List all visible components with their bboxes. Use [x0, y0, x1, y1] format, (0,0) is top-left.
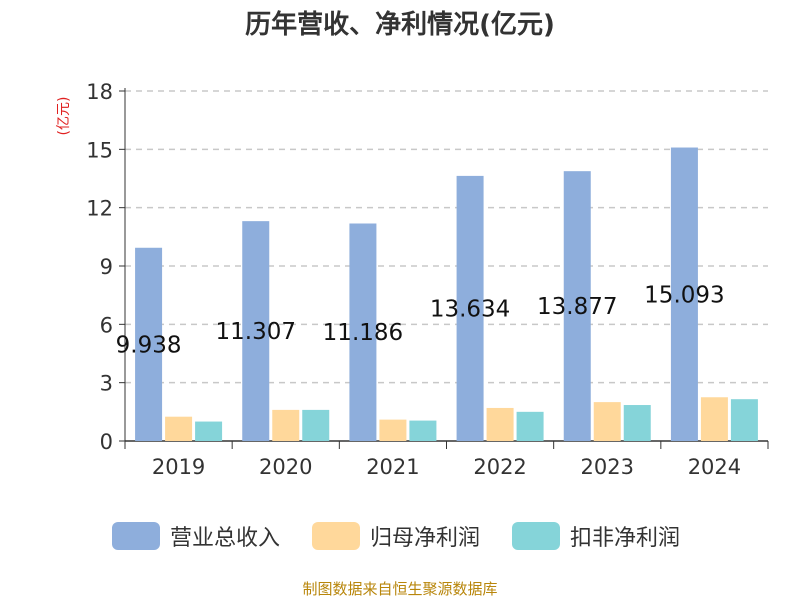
bar — [242, 221, 270, 441]
y-tick-label: 0 — [100, 430, 113, 454]
x-tick-label: 2024 — [688, 455, 741, 479]
legend-swatch-deducted-profit — [512, 522, 560, 550]
bar — [623, 405, 651, 441]
bar — [195, 421, 223, 441]
bar — [516, 411, 544, 441]
bar — [486, 407, 514, 441]
x-tick-label: 2023 — [581, 455, 634, 479]
legend-item-net-profit[interactable]: 归母净利润 — [312, 516, 480, 556]
legend: 营业总收入 归母净利润 扣非净利润 — [0, 516, 800, 556]
y-tick-label: 9 — [100, 255, 113, 279]
y-tick-label: 18 — [86, 80, 113, 104]
legend-swatch-revenue — [112, 522, 160, 550]
data-label: 13.877 — [537, 294, 617, 320]
legend-label-revenue: 营业总收入 — [170, 526, 281, 551]
data-label: 9.938 — [116, 332, 182, 358]
data-label: 11.186 — [323, 320, 403, 346]
bar — [593, 402, 621, 441]
legend-label-deducted-profit: 扣非净利润 — [570, 526, 681, 551]
data-label: 11.307 — [216, 319, 296, 345]
bar — [730, 399, 758, 441]
x-tick-label: 2022 — [473, 455, 526, 479]
bar — [700, 397, 728, 441]
y-axis-label: (亿元) — [56, 97, 72, 136]
bar — [379, 419, 407, 441]
bar — [670, 147, 698, 441]
data-label: 15.093 — [644, 282, 724, 308]
bar — [349, 223, 377, 441]
legend-item-revenue[interactable]: 营业总收入 — [112, 516, 280, 556]
y-tick-label: 6 — [100, 313, 113, 337]
bar — [456, 175, 484, 441]
bar-chart: 0 3 6 9 12 15 18 (亿元) 2019 2020 2021 2022 2023 2024 9.… — [56, 80, 769, 479]
bar — [165, 416, 193, 441]
x-tick-label: 2020 — [259, 455, 312, 479]
data-label: 13.634 — [430, 296, 510, 322]
legend-item-deducted-profit[interactable]: 扣非净利润 — [512, 516, 680, 556]
bar — [409, 420, 437, 441]
bar — [135, 247, 163, 441]
y-tick-label: 15 — [86, 138, 113, 162]
bar — [302, 409, 330, 441]
source-note: 制图数据来自恒生聚源数据库 — [302, 580, 498, 598]
bar — [563, 171, 591, 442]
x-tick-label: 2021 — [366, 455, 419, 479]
chart-title: 历年营收、净利情况(亿元) — [245, 10, 555, 40]
y-tick-label: 12 — [86, 197, 113, 221]
legend-label-net-profit: 归母净利润 — [370, 526, 481, 551]
bar — [272, 409, 300, 441]
y-tick-label: 3 — [100, 372, 113, 396]
x-tick-label: 2019 — [152, 455, 205, 479]
legend-swatch-net-profit — [312, 522, 360, 550]
